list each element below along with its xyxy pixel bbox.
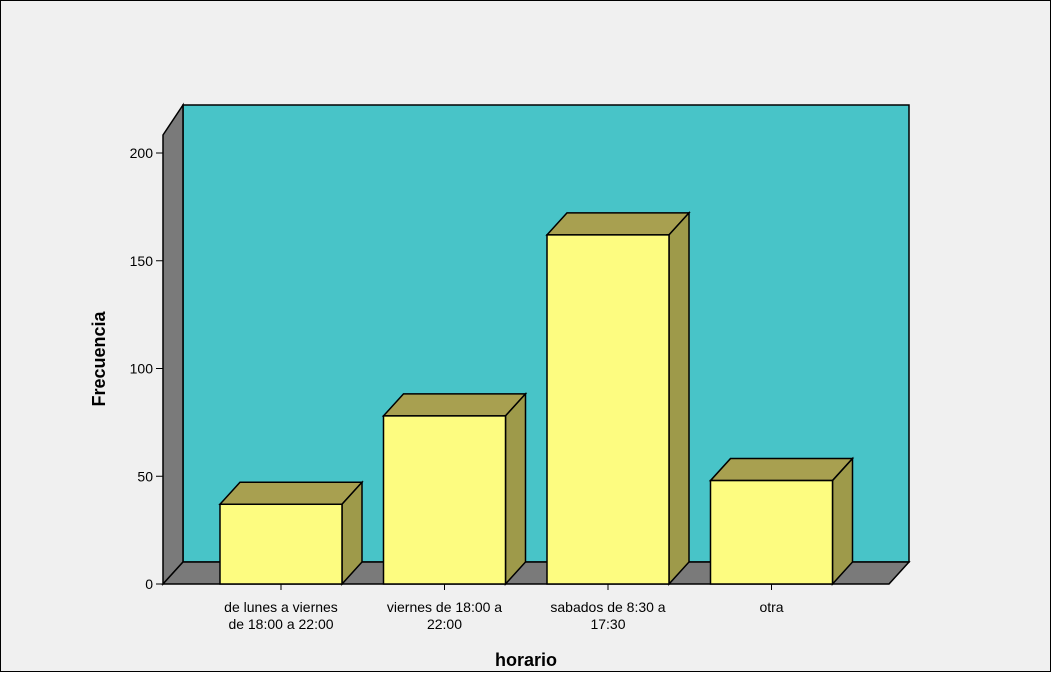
bar-front: [546, 234, 670, 585]
bar-top: [708, 457, 855, 482]
x-tick-label: sabados de 8:30 a 17:30: [550, 599, 665, 632]
bar-front: [219, 503, 343, 585]
bar-top: [381, 393, 528, 417]
x-tick-label: otra: [759, 599, 783, 615]
bar-side: [668, 210, 690, 586]
bar-front: [382, 415, 507, 585]
bar-top: [545, 212, 691, 236]
bar: [381, 391, 528, 586]
bar-side: [504, 391, 527, 586]
bar: [545, 210, 691, 586]
bar: [708, 456, 855, 586]
x-tick-label: viernes de 18:00 a 22:00: [387, 599, 502, 632]
bar-top: [218, 481, 364, 506]
bar-side: [831, 456, 854, 586]
x-axis-title: horario: [495, 650, 557, 670]
x-tick-label: de lunes a viernes de 18:00 a 22:00: [224, 599, 338, 632]
bar: [218, 480, 364, 586]
y-tick-label: 0: [145, 576, 153, 592]
y-tick-label: 100: [130, 361, 154, 377]
y-axis: 0 50 100 150 200: [130, 145, 163, 592]
y-tick-label: 50: [137, 468, 153, 484]
x-axis: de lunes a viernes de 18:00 a 22:00 vierne…: [224, 584, 784, 632]
y-tick-label: 200: [130, 145, 154, 161]
side-wall: [162, 102, 184, 586]
y-axis-title: Frecuencia: [89, 310, 109, 406]
bar-series: [218, 210, 855, 586]
y-tick-label: 150: [130, 253, 154, 269]
bar-front: [709, 479, 834, 585]
